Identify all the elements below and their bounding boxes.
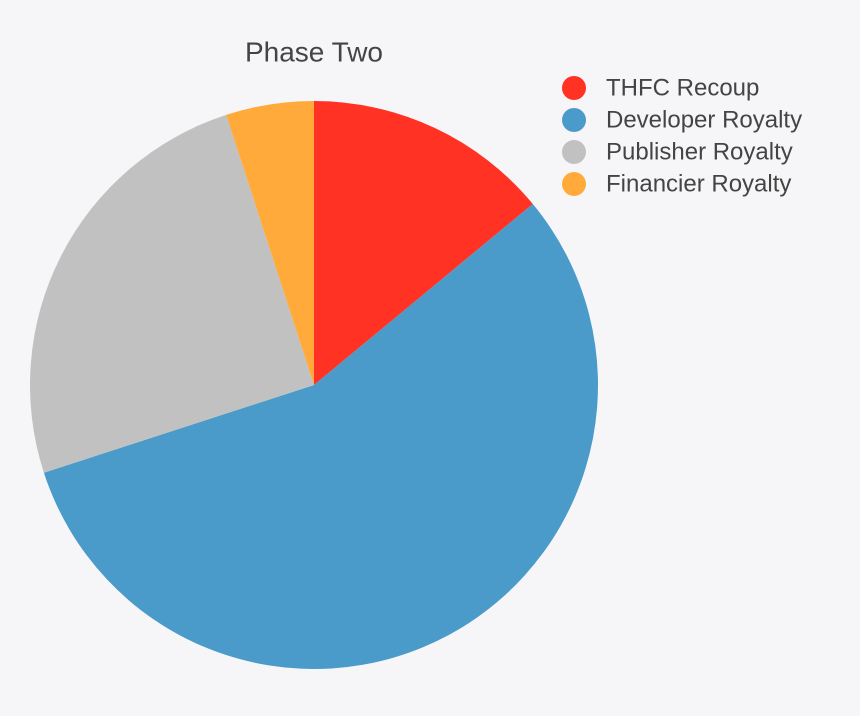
pie-slice <box>226 101 314 385</box>
legend-marker <box>562 140 586 164</box>
legend-marker <box>562 108 586 132</box>
pie-slice <box>43 203 598 670</box>
chart-title: Phase Two <box>245 36 383 67</box>
legend-label: THFC Recoup <box>606 74 759 101</box>
legend-label: Publisher Royalty <box>606 138 793 165</box>
legend-label: Developer Royalty <box>606 106 802 133</box>
legend-marker <box>562 172 586 196</box>
legend-marker <box>562 76 586 100</box>
pie-slice <box>314 101 533 385</box>
legend-label: Financier Royalty <box>606 170 791 197</box>
pie-slice <box>29 114 315 473</box>
